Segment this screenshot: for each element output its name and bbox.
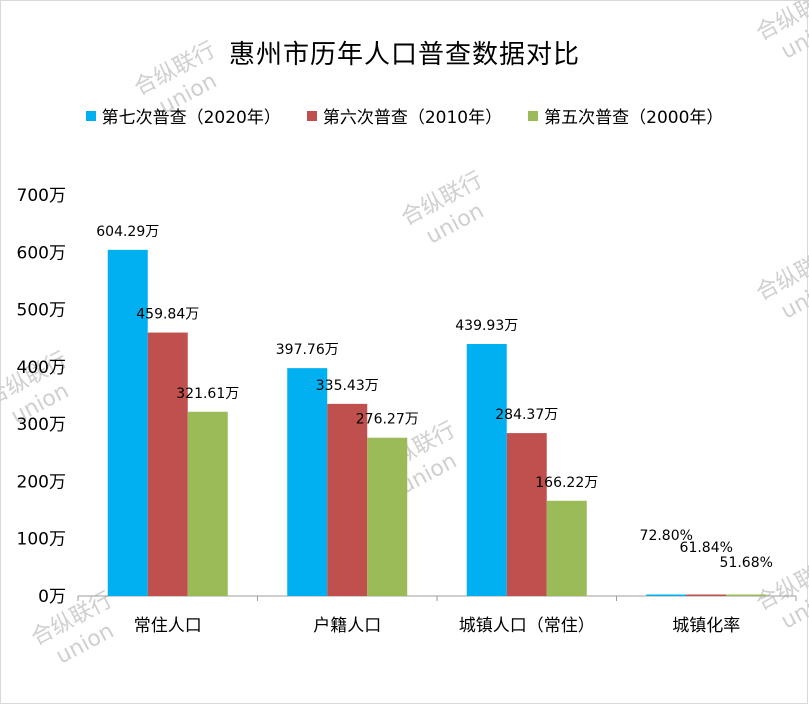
data-label: 61.84% — [680, 540, 733, 556]
bar — [147, 332, 188, 596]
bar — [646, 594, 687, 596]
x-category-label: 户籍人口 — [313, 616, 381, 636]
bar — [107, 249, 148, 596]
bar — [287, 368, 328, 596]
y-tick-label: 0万 — [38, 587, 66, 607]
data-labels: 604.29万 459.84万 321.61万 397.76万 335.43万 276.2… — [96, 224, 773, 571]
data-label: 276.27万 — [356, 412, 419, 428]
legend-item-2020: 第七次普查（2020年） — [85, 103, 281, 128]
bar — [327, 403, 368, 596]
legend-item-2000: 第五次普查（2000年） — [528, 103, 723, 128]
data-label: 72.80% — [640, 528, 693, 544]
x-category-label: 城镇人口（常住） — [459, 616, 595, 636]
data-label: 321.61万 — [176, 386, 239, 402]
bar — [187, 411, 228, 596]
bar — [546, 500, 587, 596]
y-tick-label: 200万 — [17, 472, 66, 492]
bar — [506, 433, 547, 596]
y-tick-label: 100万 — [17, 530, 66, 550]
bar — [367, 437, 408, 596]
data-label: 166.22万 — [535, 475, 598, 491]
bar — [466, 343, 507, 596]
data-label: 335.43万 — [316, 378, 379, 394]
x-category-label: 常住人口 — [134, 616, 202, 636]
data-label: 284.37万 — [495, 407, 558, 423]
y-tick-label: 600万 — [17, 243, 66, 263]
legend-item-2010: 第六次普查（2010年） — [306, 103, 503, 128]
data-label: 604.29万 — [96, 224, 159, 240]
y-tick-label: 500万 — [17, 301, 66, 321]
legend-label-2000: 第五次普查（2000年） — [544, 108, 724, 128]
y-tick-label: 300万 — [17, 415, 66, 435]
bar — [686, 594, 727, 596]
legend-swatch-2010 — [306, 110, 317, 121]
x-category-label: 城镇化率 — [672, 616, 740, 636]
bars — [107, 249, 767, 596]
data-label: 397.76万 — [276, 342, 339, 358]
y-tick-label: 700万 — [17, 186, 66, 206]
legend-swatch-2020 — [85, 110, 96, 121]
data-label: 51.68% — [720, 555, 773, 571]
bar — [726, 594, 767, 596]
data-label: 459.84万 — [136, 307, 199, 323]
legend-swatch-2000 — [528, 110, 539, 121]
chart-title: 惠州市历年人口普查数据对比 — [228, 40, 580, 70]
legend-label-2010: 第六次普查（2010年） — [322, 108, 503, 128]
y-tick-label: 400万 — [17, 358, 66, 378]
legend-label-2020: 第七次普查（2020年） — [101, 108, 281, 128]
data-label: 439.93万 — [455, 318, 518, 334]
legend: 第七次普查（2020年） 第六次普查（2010年） 第五次普查（2000年） — [0, 103, 809, 128]
